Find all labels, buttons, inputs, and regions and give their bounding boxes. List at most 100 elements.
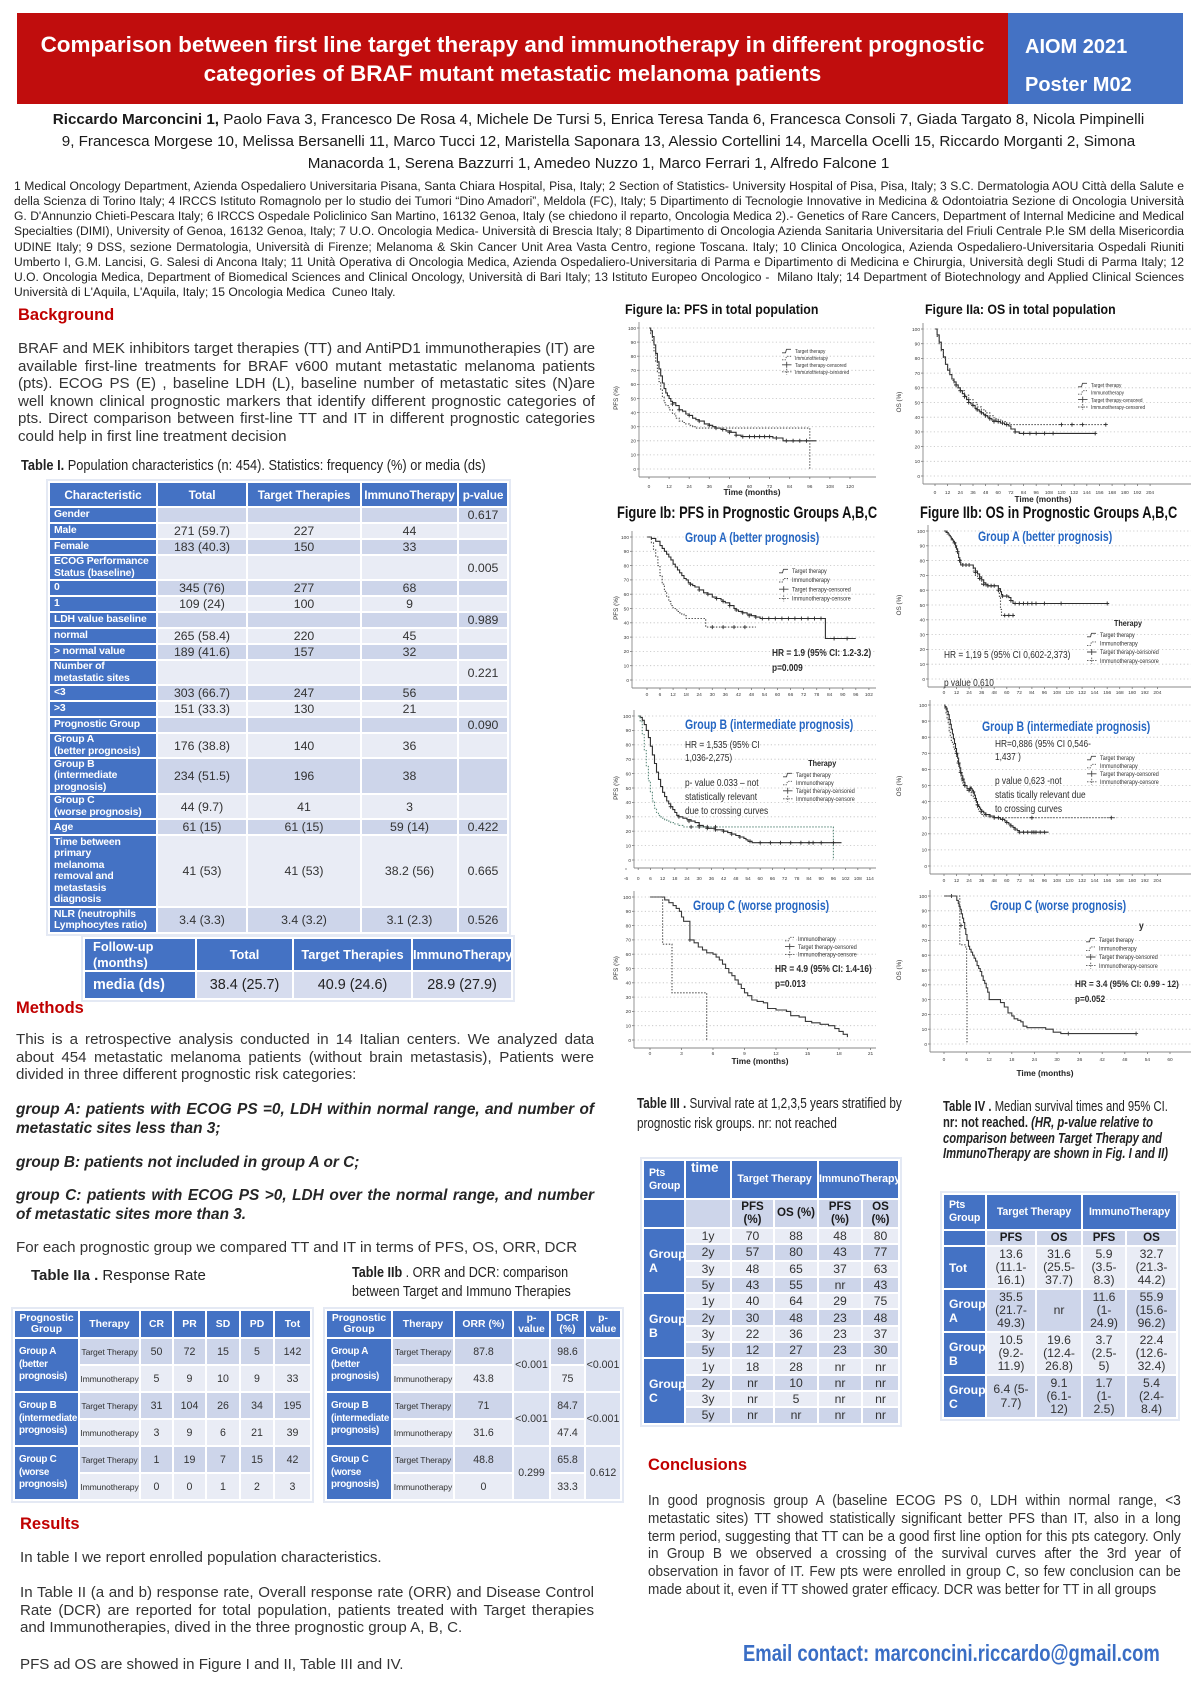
svg-text:12: 12 bbox=[660, 876, 666, 882]
svg-text:Immunotherapy-censore: Immunotherapy-censore bbox=[1100, 658, 1159, 664]
svg-text:180: 180 bbox=[1128, 690, 1136, 696]
svg-text:Target therapy-censored: Target therapy-censored bbox=[796, 789, 855, 795]
svg-text:30: 30 bbox=[624, 635, 630, 641]
svg-text:168: 168 bbox=[1116, 878, 1124, 884]
svg-text:PFS (%): PFS (%) bbox=[613, 776, 620, 800]
svg-text:0: 0 bbox=[943, 1057, 946, 1063]
svg-text:36: 36 bbox=[979, 690, 985, 696]
svg-text:54: 54 bbox=[745, 876, 751, 882]
svg-text:100: 100 bbox=[917, 529, 925, 535]
svg-text:Time (months): Time (months) bbox=[1014, 494, 1071, 504]
svg-text:100: 100 bbox=[919, 703, 927, 709]
svg-text:Target therapy-censored: Target therapy-censored bbox=[798, 944, 857, 950]
svg-text:0: 0 bbox=[917, 474, 920, 480]
svg-text:Immunotherapy: Immunotherapy bbox=[792, 578, 830, 584]
svg-text:30: 30 bbox=[915, 430, 921, 436]
svg-text:Immunotherapy-censore: Immunotherapy-censore bbox=[1099, 963, 1158, 969]
svg-text:90: 90 bbox=[922, 909, 928, 915]
svg-text:12: 12 bbox=[954, 690, 960, 696]
svg-text:Target therapy-censored: Target therapy-censored bbox=[1100, 650, 1159, 656]
svg-text:60: 60 bbox=[922, 953, 928, 959]
svg-text:40: 40 bbox=[626, 981, 632, 987]
svg-text:132: 132 bbox=[1078, 878, 1086, 884]
svg-text:12: 12 bbox=[954, 878, 960, 884]
svg-text:30: 30 bbox=[710, 692, 716, 698]
svg-text:20: 20 bbox=[631, 439, 637, 445]
svg-text:48: 48 bbox=[1122, 1057, 1128, 1063]
svg-text:100: 100 bbox=[623, 714, 631, 720]
svg-text:48: 48 bbox=[992, 878, 998, 884]
svg-text:18: 18 bbox=[672, 876, 678, 882]
svg-text:OS (%): OS (%) bbox=[896, 595, 903, 616]
svg-text:Immunotherapy: Immunotherapy bbox=[798, 937, 836, 943]
svg-text:60: 60 bbox=[1004, 690, 1010, 696]
svg-text:156: 156 bbox=[1103, 690, 1111, 696]
svg-text:120: 120 bbox=[1065, 690, 1073, 696]
svg-text:156: 156 bbox=[1103, 878, 1111, 884]
svg-text:6: 6 bbox=[659, 692, 662, 698]
svg-text:70: 70 bbox=[631, 368, 637, 374]
svg-text:108: 108 bbox=[826, 484, 834, 490]
svg-text:p value 0,610: p value 0,610 bbox=[944, 677, 994, 688]
svg-text:Time (months): Time (months) bbox=[723, 487, 780, 497]
svg-text:30: 30 bbox=[922, 997, 928, 1003]
svg-text:Immunotherapy: Immunotherapy bbox=[1100, 641, 1138, 647]
svg-text:21: 21 bbox=[868, 1051, 874, 1057]
svg-text:90: 90 bbox=[631, 340, 637, 346]
svg-text:100: 100 bbox=[919, 894, 927, 900]
svg-text:70: 70 bbox=[920, 573, 926, 579]
svg-text:0: 0 bbox=[943, 690, 946, 696]
svg-text:20: 20 bbox=[922, 832, 928, 838]
svg-text:24: 24 bbox=[1032, 1057, 1038, 1063]
svg-text:18: 18 bbox=[1009, 1057, 1015, 1063]
svg-text:70: 70 bbox=[915, 371, 921, 377]
svg-text:42: 42 bbox=[736, 692, 742, 698]
svg-text:-6: -6 bbox=[624, 876, 629, 882]
svg-text:Target therapy-censored: Target therapy-censored bbox=[795, 363, 847, 369]
svg-text:OS (%): OS (%) bbox=[896, 960, 903, 981]
svg-text:54: 54 bbox=[762, 692, 768, 698]
svg-text:statis tically relevant due: statis tically relevant due bbox=[995, 789, 1086, 800]
svg-text:10: 10 bbox=[626, 843, 632, 849]
svg-text:84: 84 bbox=[1021, 490, 1027, 496]
svg-text:108: 108 bbox=[854, 876, 862, 882]
svg-text:108: 108 bbox=[1053, 878, 1061, 884]
svg-text:10: 10 bbox=[922, 848, 928, 854]
svg-text:Target therapy: Target therapy bbox=[792, 569, 827, 575]
svg-text:30: 30 bbox=[631, 425, 637, 431]
svg-text:102: 102 bbox=[865, 692, 873, 698]
svg-text:HR = 4.9 (95% CI: 1.4-16): HR = 4.9 (95% CI: 1.4-16) bbox=[775, 963, 872, 974]
svg-text:72: 72 bbox=[1008, 490, 1014, 496]
svg-text:Time (months): Time (months) bbox=[731, 1056, 788, 1066]
svg-text:108: 108 bbox=[1053, 690, 1061, 696]
svg-text:Immunotherapy: Immunotherapy bbox=[795, 356, 828, 362]
svg-text:HR = 1,19 5 (95% CI 0,602-2,37: HR = 1,19 5 (95% CI 0,602-2,373) bbox=[944, 649, 1070, 660]
svg-text:90: 90 bbox=[840, 692, 846, 698]
svg-text:Group B (intermediate prognosi: Group B (intermediate prognosis) bbox=[685, 717, 853, 733]
svg-text:80: 80 bbox=[922, 923, 928, 929]
svg-text:Immunotherapy-censored: Immunotherapy-censored bbox=[795, 370, 849, 376]
svg-text:40: 40 bbox=[626, 800, 632, 806]
svg-text:60: 60 bbox=[758, 876, 764, 882]
svg-text:30: 30 bbox=[697, 876, 703, 882]
svg-text:Immunotherapy-censore: Immunotherapy-censore bbox=[792, 596, 851, 602]
svg-text:96: 96 bbox=[1042, 878, 1048, 884]
svg-text:p- value 0.033 – not: p- value 0.033 – not bbox=[685, 777, 759, 788]
svg-text:24: 24 bbox=[966, 878, 972, 884]
svg-text:132: 132 bbox=[1070, 490, 1078, 496]
svg-text:0: 0 bbox=[633, 467, 636, 473]
svg-text:114: 114 bbox=[866, 876, 874, 882]
svg-text:0: 0 bbox=[628, 1038, 631, 1044]
svg-text:108: 108 bbox=[1045, 490, 1053, 496]
svg-text:HR = 3.4 (95% CI: 0.99 - 12): HR = 3.4 (95% CI: 0.99 - 12) bbox=[1075, 978, 1179, 989]
svg-text:36: 36 bbox=[709, 876, 715, 882]
svg-text:48: 48 bbox=[983, 490, 989, 496]
svg-text:60: 60 bbox=[915, 386, 921, 392]
svg-text:72: 72 bbox=[1017, 878, 1023, 884]
svg-text:60: 60 bbox=[1167, 1057, 1173, 1063]
svg-text:12: 12 bbox=[670, 692, 676, 698]
svg-text:HR = 1.9 (95% CI: 1.2-3.2): HR = 1.9 (95% CI: 1.2-3.2) bbox=[772, 647, 871, 658]
svg-text:50: 50 bbox=[626, 786, 632, 792]
svg-text:Immunotherapy-censored: Immunotherapy-censored bbox=[1091, 405, 1145, 411]
svg-text:Immunotherapy-censore: Immunotherapy-censore bbox=[796, 797, 855, 803]
